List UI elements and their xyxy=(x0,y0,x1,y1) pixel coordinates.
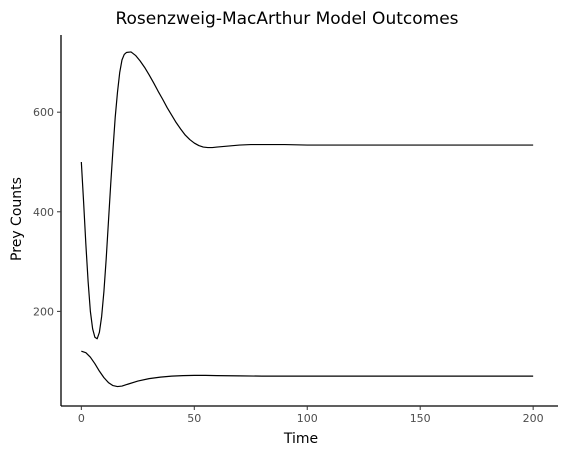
x-axis-label: Time xyxy=(283,431,318,447)
x-tick-label: 200 xyxy=(523,412,544,425)
series-lines xyxy=(80,51,534,388)
x-tick-label: 0 xyxy=(78,412,85,425)
x-tick-label: 150 xyxy=(410,412,431,425)
x-tick-label: 50 xyxy=(187,412,201,425)
x-ticks: 0 50 100 150 200 xyxy=(78,406,544,425)
y-ticks: 200 400 600 xyxy=(33,106,61,318)
y-tick-label: 600 xyxy=(33,106,54,119)
y-tick-label: 200 xyxy=(33,305,54,318)
x-tick-label: 100 xyxy=(297,412,318,425)
y-tick-label: 400 xyxy=(33,206,54,219)
series-line-2 xyxy=(81,350,534,388)
chart-title: Rosenzweig-MacArthur Model Outcomes xyxy=(115,9,458,29)
y-axis-label: Prey Counts xyxy=(9,177,25,261)
series-line-1 xyxy=(80,51,534,340)
